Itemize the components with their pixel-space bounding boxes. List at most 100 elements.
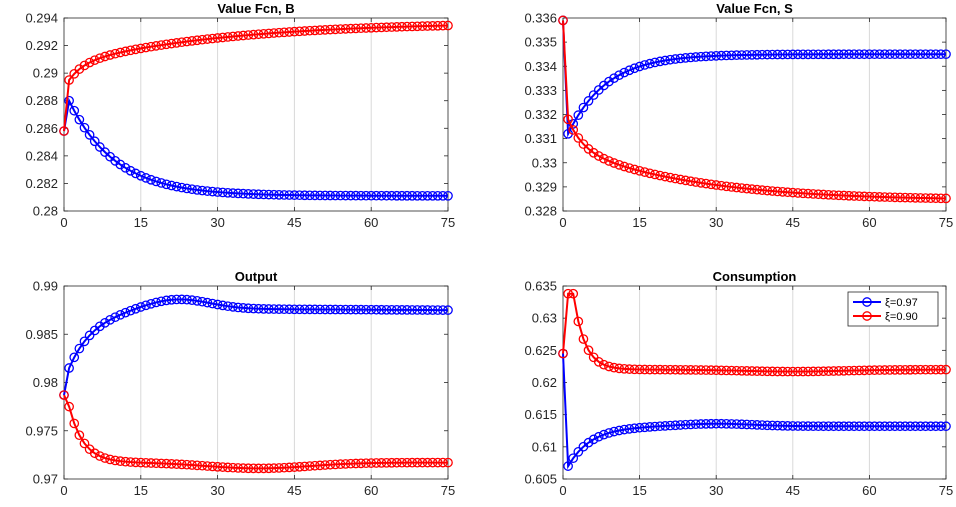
data-point (874, 365, 885, 375)
data-point (228, 31, 238, 42)
data-point (624, 65, 635, 76)
data-point (125, 165, 136, 176)
data-point (115, 309, 126, 320)
data-point (573, 110, 584, 121)
data-point (782, 421, 793, 431)
data-point (166, 38, 177, 49)
data-point (228, 462, 238, 473)
panel-2: 0 15 30 45 60 75 0.328 0.329 0.33 0.331 0.332 0.333… (524, 1, 953, 230)
data-point (736, 183, 747, 193)
data-point (670, 420, 681, 431)
data-point (432, 20, 443, 31)
data-point (690, 177, 701, 187)
data-point (696, 177, 706, 188)
data-point (151, 458, 162, 469)
data-point (798, 366, 808, 377)
y-tick-label: 0.28 (33, 204, 58, 219)
data-point (120, 456, 131, 467)
data-point (397, 457, 407, 468)
data-point (335, 459, 346, 470)
data-point (787, 366, 798, 377)
data-point (263, 304, 274, 314)
data-point (869, 49, 880, 60)
data-point (64, 95, 74, 106)
y-tick-label: 0.975 (25, 423, 58, 438)
series-line (562, 292, 947, 373)
data-point (614, 159, 625, 170)
data-point (233, 31, 243, 41)
data-point (94, 142, 105, 152)
data-point (69, 418, 80, 429)
x-tick-label: 0 (559, 483, 566, 498)
data-point (803, 421, 813, 431)
data-point (161, 39, 172, 50)
x-tick-label: 15 (632, 215, 646, 230)
data-point (833, 49, 844, 60)
data-point (222, 187, 233, 198)
data-point (192, 460, 202, 471)
data-point (583, 345, 594, 356)
data-point (310, 304, 320, 315)
data-point (248, 29, 259, 40)
data-point (217, 187, 228, 198)
data-point (438, 305, 448, 315)
data-point (598, 359, 609, 370)
data-point (711, 50, 722, 61)
data-point (634, 364, 645, 375)
data-point (176, 294, 187, 305)
series-line (63, 24, 449, 132)
y-tick-label: 0.29 (33, 66, 58, 81)
data-point (284, 27, 295, 37)
data-point (120, 46, 131, 57)
data-point (614, 363, 625, 374)
data-point (258, 189, 269, 200)
data-point (263, 189, 274, 200)
data-point (726, 365, 737, 376)
data-point (222, 462, 233, 473)
data-point (284, 462, 295, 473)
data-point (171, 459, 182, 469)
data-point (74, 114, 85, 125)
data-point (238, 188, 249, 199)
data-point (412, 21, 423, 32)
data-point (233, 188, 243, 199)
data-point (294, 26, 305, 37)
data-point (289, 26, 300, 37)
data-point (141, 173, 151, 183)
data-point (573, 316, 584, 327)
data-point (849, 365, 859, 376)
data-point (130, 168, 141, 179)
data-point (335, 304, 346, 315)
data-point (274, 463, 284, 473)
data-point (895, 421, 905, 432)
data-point (89, 448, 100, 459)
data-point (793, 421, 803, 431)
data-point (422, 457, 433, 468)
data-point (427, 457, 438, 468)
data-point (304, 304, 315, 315)
data-point (427, 305, 438, 315)
y-tick-label: 0.333 (524, 83, 557, 98)
data-point (639, 167, 650, 177)
data-point (294, 190, 305, 201)
data-point (130, 303, 141, 314)
data-point (269, 28, 279, 38)
data-point (407, 21, 418, 32)
data-point (619, 67, 630, 78)
data-point (182, 183, 192, 194)
data-point (207, 33, 218, 44)
series-1 (558, 15, 951, 139)
data-point (828, 49, 839, 60)
data-point (356, 190, 366, 201)
data-point (59, 126, 69, 136)
data-point (289, 462, 300, 472)
data-point (787, 49, 798, 60)
data-point (340, 24, 351, 34)
data-point (146, 298, 156, 309)
panel-3: 0 15 30 45 60 75 0.97 0.975 0.98 0.985 0.99 Output (25, 269, 455, 498)
data-point (930, 364, 941, 375)
data-point (391, 190, 402, 201)
data-point (94, 53, 105, 64)
data-point (936, 421, 946, 432)
